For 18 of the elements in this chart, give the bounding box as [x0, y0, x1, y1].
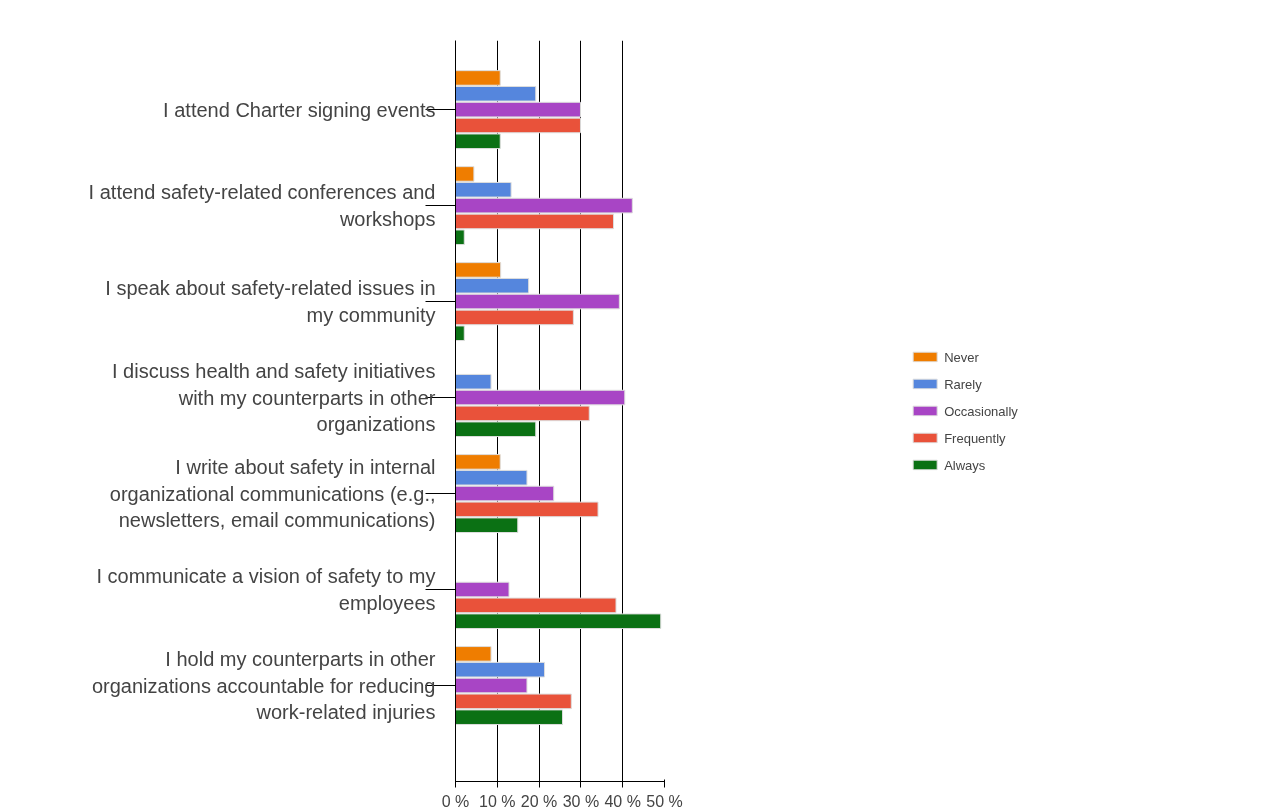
y-tick-label: I attend Charter signing events [163, 98, 436, 121]
legend-label: Occasionally [944, 403, 1018, 418]
x-tick-label: 30 % [562, 792, 600, 810]
legend-label: Rarely [944, 376, 982, 391]
x-tick-label: 10 % [479, 792, 516, 810]
x-tick-label: 0 % [441, 792, 470, 810]
x-tick-label: 20 % [520, 792, 558, 810]
y-tick-label: I write about safety in internal organizational communications (e.g., newsletters, email communications) [109, 456, 436, 531]
legend-label: Always [944, 457, 986, 472]
legend-label: Never [944, 349, 979, 364]
y-tick-label: I speak about safety-related issues in my community [105, 277, 436, 326]
x-tick-label: 40 % [604, 792, 641, 810]
x-tick-label: 50 % [646, 792, 683, 810]
legend-label: Frequently [944, 430, 1006, 445]
y-tick-label: I communicate a vision of safety to my employees [96, 565, 436, 614]
y-tick-label: I hold my counterparts in other organizations accountable for reducing work-related injuries [91, 648, 436, 723]
y-tick-label: I discuss health and safety initiatives with my counterparts in other organizations [111, 360, 436, 435]
y-tick-label: I attend safety-related conferences and workshops [88, 181, 436, 230]
